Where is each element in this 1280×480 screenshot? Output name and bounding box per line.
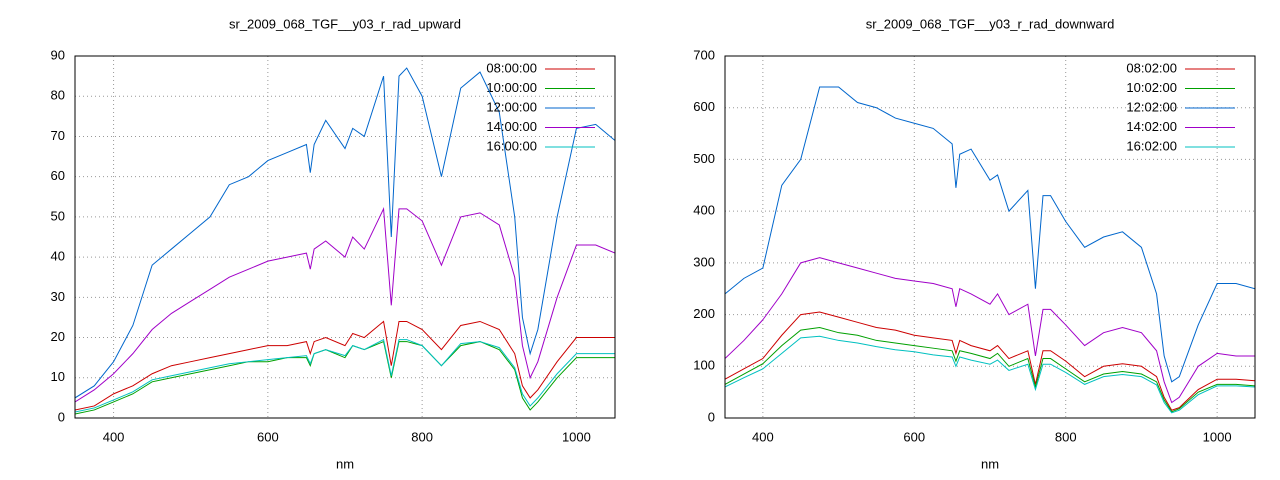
x-axis-label: nm — [336, 456, 354, 471]
y-tick-label: 200 — [693, 306, 715, 321]
x-axis-label: nm — [981, 456, 999, 471]
y-tick-label: 50 — [51, 208, 65, 223]
y-tick-label: 40 — [51, 249, 65, 264]
x-tick-label: 600 — [257, 429, 279, 444]
chart-title: sr_2009_068_TGF__y03_r_rad_upward — [229, 16, 461, 31]
x-tick-label: 800 — [1055, 429, 1077, 444]
y-tick-label: 600 — [693, 99, 715, 114]
plot-frame — [74, 55, 616, 419]
y-tick-label: 500 — [693, 151, 715, 166]
legend-label: 14:00:00 — [486, 119, 537, 134]
y-tick-label: 100 — [693, 358, 715, 373]
data-line — [725, 86, 1255, 383]
data-line — [725, 326, 1255, 413]
chart-title: sr_2009_068_TGF__y03_r_rad_downward — [866, 16, 1115, 31]
plot-frame — [724, 55, 1256, 419]
data-line — [725, 257, 1255, 404]
legend-label: 12:02:00 — [1126, 99, 1177, 114]
data-line — [725, 311, 1255, 411]
x-tick-label: 400 — [752, 429, 774, 444]
data-line — [75, 67, 615, 399]
legend-label: 08:02:00 — [1126, 60, 1177, 75]
legend-label: 12:00:00 — [486, 99, 537, 114]
y-tick-label: 0 — [58, 409, 65, 424]
y-tick-label: 10 — [51, 369, 65, 384]
legend-label: 16:02:00 — [1126, 138, 1177, 153]
data-line — [725, 335, 1255, 414]
x-tick-label: 1000 — [562, 429, 591, 444]
y-tick-label: 0 — [708, 409, 715, 424]
y-tick-label: 90 — [51, 47, 65, 62]
legend-label: 10:00:00 — [486, 80, 537, 95]
legend-label: 14:02:00 — [1126, 119, 1177, 134]
x-tick-label: 1000 — [1203, 429, 1232, 444]
data-line — [75, 206, 615, 403]
x-tick-label: 400 — [103, 429, 125, 444]
y-tick-label: 300 — [693, 254, 715, 269]
y-tick-label: 400 — [693, 203, 715, 218]
y-tick-label: 700 — [693, 47, 715, 62]
y-tick-label: 70 — [51, 128, 65, 143]
y-tick-label: 60 — [51, 168, 65, 183]
data-line — [75, 320, 615, 411]
legend-label: 16:00:00 — [486, 138, 537, 153]
y-tick-label: 80 — [51, 88, 65, 103]
x-tick-label: 600 — [903, 429, 925, 444]
x-tick-label: 800 — [411, 429, 433, 444]
y-tick-label: 20 — [51, 329, 65, 344]
legend-label: 08:00:00 — [486, 60, 537, 75]
y-tick-label: 30 — [51, 289, 65, 304]
legend-label: 10:02:00 — [1126, 80, 1177, 95]
data-line — [75, 338, 615, 413]
